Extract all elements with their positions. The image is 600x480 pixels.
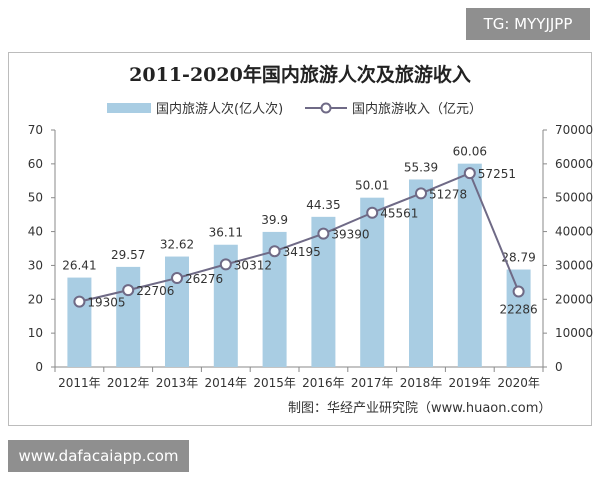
line-value-label: 34195 bbox=[283, 245, 321, 259]
watermark-bottom: www.dafacaiapp.com bbox=[8, 440, 189, 472]
line-point bbox=[73, 295, 86, 308]
line-value-label: 39390 bbox=[331, 228, 369, 242]
bar bbox=[409, 179, 433, 367]
y-left-tick-label: 50 bbox=[28, 191, 43, 205]
y-left-tick-label: 30 bbox=[28, 258, 43, 272]
chart-title: 2011-2020年国内旅游人次及旅游收入 bbox=[129, 64, 471, 86]
bar bbox=[67, 277, 92, 367]
y-right-tick-label: 20000 bbox=[555, 292, 593, 306]
x-tick-label: 2013年 bbox=[156, 376, 199, 390]
line-value-label: 19305 bbox=[87, 296, 125, 310]
legend-line-label: 国内旅游收入（亿元） bbox=[352, 101, 482, 117]
x-tick-label: 2019年 bbox=[449, 376, 492, 390]
x-tick-label: 2016年 bbox=[302, 376, 345, 390]
y-left-tick-label: 70 bbox=[28, 123, 43, 137]
bar bbox=[457, 163, 482, 367]
line-point bbox=[512, 285, 525, 298]
y-left-tick-label: 40 bbox=[28, 225, 43, 239]
legend-line-marker bbox=[320, 102, 332, 114]
line-point bbox=[268, 245, 281, 258]
y-right-tick-label: 60000 bbox=[555, 157, 593, 171]
line-value-label: 22286 bbox=[500, 303, 538, 317]
x-tick-label: 2017年 bbox=[351, 376, 394, 390]
bar bbox=[311, 216, 336, 367]
bar bbox=[506, 269, 531, 367]
line-point bbox=[463, 167, 476, 180]
y-right-tick-label: 10000 bbox=[555, 326, 593, 340]
bar-value-label: 36.11 bbox=[209, 226, 243, 240]
bar-value-label: 60.06 bbox=[453, 145, 487, 159]
x-tick-label: 2014年 bbox=[205, 376, 248, 390]
line-point bbox=[219, 258, 232, 271]
y-left-tick-label: 20 bbox=[28, 292, 43, 306]
line-value-label: 22706 bbox=[136, 284, 174, 298]
x-tick-label: 2011年 bbox=[58, 376, 101, 390]
line-point bbox=[122, 284, 135, 297]
bar-value-label: 50.01 bbox=[355, 179, 389, 193]
line-value-label: 45561 bbox=[380, 207, 418, 221]
y-left-tick-label: 0 bbox=[35, 360, 43, 374]
y-right-tick-label: 0 bbox=[555, 360, 563, 374]
legend-bar-label: 国内旅游人次(亿人次) bbox=[156, 101, 283, 117]
y-left-tick-label: 10 bbox=[28, 326, 43, 340]
x-tick-label: 2020年 bbox=[497, 376, 540, 390]
bar-value-label: 28.79 bbox=[501, 251, 535, 265]
bar-value-label: 39.9 bbox=[261, 213, 288, 227]
x-tick-label: 2012年 bbox=[107, 376, 150, 390]
legend-bar-swatch bbox=[107, 103, 151, 113]
source-note: 制图：华经产业研究院（www.huaon.com） bbox=[288, 401, 551, 416]
line-value-label: 57251 bbox=[478, 167, 516, 181]
bar-value-label: 55.39 bbox=[404, 160, 438, 174]
x-tick-label: 2018年 bbox=[400, 376, 443, 390]
line-point bbox=[171, 272, 183, 285]
y-left-tick-label: 60 bbox=[28, 157, 43, 171]
y-right-tick-label: 50000 bbox=[555, 191, 593, 205]
revenue-line bbox=[79, 171, 520, 303]
bar-value-label: 29.57 bbox=[111, 248, 145, 262]
bar-value-label: 32.62 bbox=[160, 238, 194, 252]
bar bbox=[360, 197, 385, 367]
x-tick-label: 2015年 bbox=[253, 376, 296, 390]
y-right-tick-label: 70000 bbox=[555, 123, 593, 137]
y-right-tick-label: 40000 bbox=[555, 225, 593, 239]
bar-value-label: 26.41 bbox=[62, 259, 96, 273]
line-value-label: 26276 bbox=[185, 272, 223, 286]
line-value-label: 51278 bbox=[429, 187, 467, 201]
line-point bbox=[415, 187, 427, 200]
bar-value-label: 44.35 bbox=[306, 198, 340, 212]
line-point bbox=[366, 206, 379, 219]
bar bbox=[116, 266, 141, 367]
watermark-top: TG: MYYJJPP bbox=[466, 8, 590, 40]
line-value-label: 30312 bbox=[234, 258, 272, 272]
line-point bbox=[317, 227, 330, 240]
chart-frame bbox=[8, 52, 592, 426]
y-right-tick-label: 30000 bbox=[555, 258, 593, 272]
